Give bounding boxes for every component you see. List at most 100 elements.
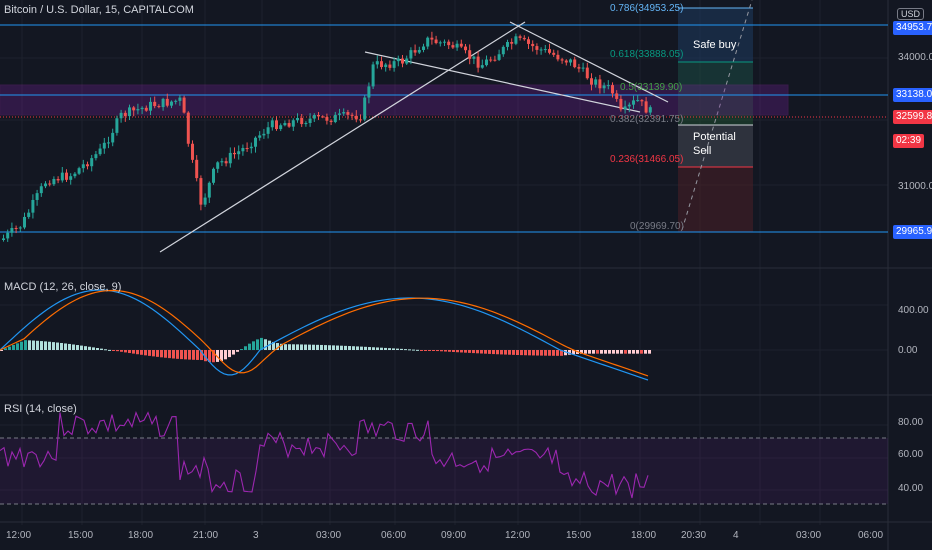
macd-histogram-bar [100, 348, 103, 350]
candle [354, 115, 358, 120]
macd-histogram-bar [356, 346, 359, 350]
candle [611, 85, 614, 94]
macd-histogram-bar [412, 349, 415, 351]
macd-histogram-bar [216, 350, 219, 362]
macd-axis-tick: 0.00 [898, 345, 918, 356]
candle [65, 172, 68, 180]
macd-histogram-bar [52, 342, 55, 350]
macd-histogram-bar [260, 337, 263, 350]
candle [359, 119, 362, 121]
macd-histogram-bar [364, 346, 367, 350]
time-axis-tick: 21:00 [193, 530, 219, 541]
macd-histogram-bar [176, 350, 179, 359]
macd-histogram-bar [460, 350, 463, 353]
macd-histogram-bar [324, 345, 327, 350]
candle [216, 162, 220, 169]
candle [86, 164, 89, 167]
macd-label[interactable]: MACD (12, 26, close, 9) [4, 281, 122, 293]
candle [157, 106, 161, 108]
currency-label[interactable]: USD [896, 8, 924, 20]
candle [14, 227, 18, 229]
macd-histogram-bar [288, 344, 291, 350]
macd-histogram-bar [524, 350, 527, 356]
candle [464, 46, 467, 51]
fib-zone-potential-sell [678, 125, 753, 167]
candle [543, 49, 547, 51]
macd-histogram-bar [68, 343, 71, 350]
time-axis-tick: 03:00 [796, 530, 822, 541]
candle [165, 98, 169, 106]
macd-histogram-bar [12, 344, 15, 350]
macd-histogram-bar [96, 347, 99, 350]
macd-histogram-bar [380, 347, 383, 350]
candle [23, 216, 26, 228]
rsi-line [0, 411, 649, 499]
macd-histogram-bar [620, 350, 623, 354]
macd-histogram-bar [504, 350, 507, 355]
time-axis-tick: 06:00 [858, 530, 884, 541]
macd-histogram-bar [600, 350, 603, 354]
candle [90, 158, 94, 167]
candle [552, 52, 556, 55]
candle [459, 43, 463, 47]
macd-histogram-bar [512, 350, 515, 355]
candle [308, 118, 312, 124]
macd-histogram-bar [284, 344, 287, 350]
candle [279, 125, 283, 130]
candle [569, 59, 572, 63]
macd-histogram-bar [148, 350, 151, 356]
macd-histogram-bar [116, 350, 119, 352]
rsi-axis-tick: 40.00 [898, 483, 924, 494]
safe-buy-annotation: Safe buy [693, 39, 737, 51]
time-axis-tick: 06:00 [381, 530, 407, 541]
macd-histogram-bar [368, 347, 371, 350]
price-axis-tick: 34000.00 [898, 52, 932, 63]
macd-histogram-bar [140, 350, 143, 355]
fib-zone [678, 62, 753, 95]
macd-histogram-bar [484, 350, 487, 354]
macd-histogram-bar [16, 343, 19, 350]
candle [606, 85, 610, 87]
candle [98, 148, 102, 155]
candle [44, 183, 47, 187]
candle [56, 178, 60, 181]
macd-histogram-bar [156, 350, 159, 357]
macd-histogram-bar [616, 350, 619, 354]
projection-line [681, 0, 753, 231]
candle [451, 45, 455, 48]
macd-line [0, 289, 649, 381]
macd-histogram-bar [532, 350, 535, 356]
candle [363, 97, 367, 120]
rsi-axis-tick: 80.00 [898, 417, 924, 428]
macd-histogram-bar [444, 350, 447, 352]
macd-histogram-bar [244, 346, 247, 350]
macd-histogram-bar [572, 350, 575, 355]
macd-histogram-bar [552, 350, 555, 356]
fib-level-label: 0(29969.70) [630, 221, 684, 232]
candle [447, 41, 451, 46]
macd-histogram-bar [40, 341, 43, 350]
macd-histogram-bar [452, 350, 455, 353]
macd-histogram-bar [408, 349, 411, 351]
candle [409, 50, 413, 59]
macd-histogram-bar [236, 350, 239, 352]
rsi-label[interactable]: RSI (14, close) [4, 403, 77, 415]
macd-histogram-bar [20, 341, 23, 350]
macd-histogram-bar [528, 350, 531, 356]
symbol-title[interactable]: Bitcoin / U.S. Dollar, 15, CAPITALCOM [4, 4, 194, 16]
macd-histogram-bar [136, 350, 139, 355]
candle [350, 114, 354, 116]
macd-histogram-bar [480, 350, 483, 354]
macd-histogram-bar [196, 350, 199, 360]
macd-histogram-bar [312, 344, 315, 350]
candle [81, 164, 85, 169]
price-tag-mid: 33138.00 [893, 88, 932, 102]
rsi-band [0, 438, 888, 504]
candle [468, 50, 472, 59]
candle [455, 43, 459, 48]
candle [111, 132, 115, 143]
candle [186, 112, 190, 144]
macd-histogram-bar [564, 350, 567, 356]
candle [174, 100, 178, 102]
